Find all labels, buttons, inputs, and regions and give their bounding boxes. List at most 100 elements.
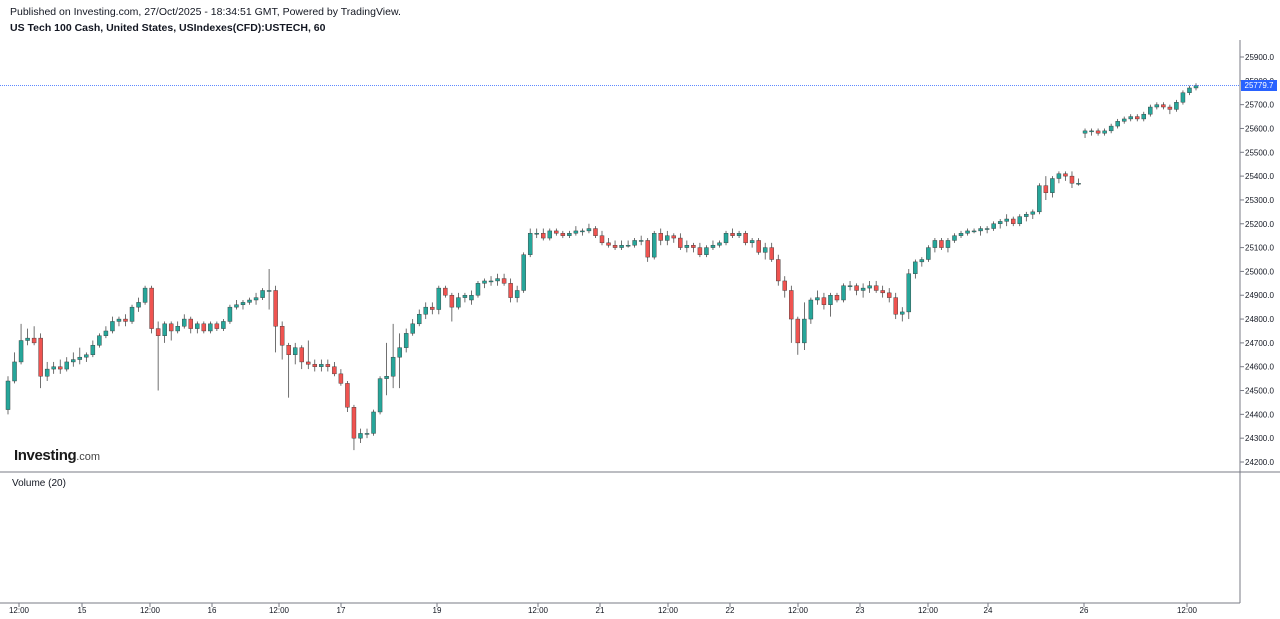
candle[interactable] (175, 321, 180, 334)
candle[interactable] (965, 228, 970, 236)
candle[interactable] (926, 245, 931, 262)
candle[interactable] (116, 316, 122, 327)
candle[interactable] (475, 280, 481, 298)
candle[interactable] (1154, 102, 1160, 110)
candle[interactable] (1095, 128, 1101, 136)
candle[interactable] (1063, 171, 1068, 181)
candle[interactable] (5, 376, 11, 415)
candle[interactable] (906, 269, 912, 320)
candle[interactable] (1180, 90, 1186, 105)
candle[interactable] (991, 221, 996, 231)
candle[interactable] (71, 352, 76, 367)
candle[interactable] (984, 226, 990, 234)
candle[interactable] (240, 300, 246, 310)
candle[interactable] (123, 314, 128, 327)
candle[interactable] (932, 238, 938, 253)
candle[interactable] (978, 226, 983, 236)
candle[interactable] (312, 359, 318, 372)
candle[interactable] (658, 228, 663, 246)
candle[interactable] (286, 342, 291, 398)
candle[interactable] (456, 292, 461, 310)
candle[interactable] (560, 230, 566, 239)
candle[interactable] (776, 254, 781, 286)
candle[interactable] (253, 292, 259, 305)
candle[interactable] (182, 314, 187, 329)
candle[interactable] (188, 316, 193, 334)
candle[interactable] (1102, 128, 1107, 136)
candle[interactable] (828, 292, 833, 317)
candle[interactable] (756, 238, 761, 255)
candle[interactable] (632, 238, 637, 248)
candle[interactable] (18, 323, 24, 365)
candle[interactable] (671, 233, 677, 243)
candle[interactable] (1174, 99, 1179, 112)
candle[interactable] (397, 333, 402, 389)
candle[interactable] (1024, 211, 1029, 222)
candle[interactable] (12, 352, 17, 384)
candle[interactable] (64, 357, 69, 372)
candle[interactable] (1043, 176, 1049, 200)
candle[interactable] (201, 321, 207, 334)
candle[interactable] (332, 361, 337, 377)
candle[interactable] (860, 283, 866, 298)
candle[interactable] (730, 228, 735, 239)
candle[interactable] (743, 230, 748, 246)
candle[interactable] (31, 326, 37, 346)
candle[interactable] (1056, 171, 1062, 184)
candle[interactable] (717, 240, 722, 248)
candle[interactable] (795, 316, 801, 355)
candle[interactable] (84, 352, 89, 362)
candle[interactable] (867, 280, 872, 293)
candle[interactable] (769, 242, 774, 262)
candle[interactable] (423, 302, 428, 320)
candle[interactable] (292, 342, 298, 365)
candle[interactable] (527, 228, 533, 258)
candle[interactable] (234, 300, 239, 310)
candle[interactable] (645, 238, 650, 262)
candle[interactable] (665, 230, 670, 246)
candle[interactable] (351, 404, 357, 451)
candle[interactable] (358, 428, 363, 443)
candle[interactable] (612, 240, 618, 250)
candle[interactable] (110, 316, 115, 334)
candle[interactable] (273, 285, 278, 353)
candle[interactable] (90, 340, 96, 358)
candle[interactable] (710, 240, 716, 250)
candle[interactable] (306, 340, 311, 370)
candle[interactable] (417, 309, 422, 327)
candle[interactable] (495, 273, 500, 286)
candle[interactable] (554, 228, 559, 236)
candle[interactable] (638, 235, 644, 246)
candle[interactable] (25, 328, 30, 346)
candle[interactable] (247, 297, 252, 305)
candle[interactable] (736, 230, 742, 239)
candle[interactable] (958, 230, 964, 239)
candle[interactable] (789, 285, 794, 343)
candle[interactable] (573, 226, 579, 236)
candle[interactable] (1121, 116, 1127, 124)
candle[interactable] (1069, 171, 1075, 189)
candle[interactable] (338, 369, 344, 386)
candle[interactable] (691, 242, 696, 253)
candle[interactable] (390, 323, 396, 389)
candle[interactable] (149, 285, 154, 334)
candle[interactable] (678, 233, 683, 250)
candle[interactable] (371, 409, 376, 436)
candle[interactable] (971, 228, 977, 234)
candle[interactable] (821, 292, 827, 310)
candle[interactable] (945, 238, 951, 253)
candle[interactable] (1004, 214, 1009, 227)
candle[interactable] (723, 230, 729, 246)
candle[interactable] (260, 288, 265, 300)
candle[interactable] (57, 359, 63, 374)
candle[interactable] (436, 285, 442, 315)
candle[interactable] (136, 297, 141, 312)
candle[interactable] (521, 252, 526, 293)
candle[interactable] (880, 285, 885, 298)
candle[interactable] (1050, 176, 1055, 198)
candle[interactable] (580, 228, 585, 236)
candle[interactable] (1108, 123, 1114, 134)
candle[interactable] (482, 278, 487, 289)
candle[interactable] (227, 304, 233, 324)
candle[interactable] (1076, 178, 1081, 186)
